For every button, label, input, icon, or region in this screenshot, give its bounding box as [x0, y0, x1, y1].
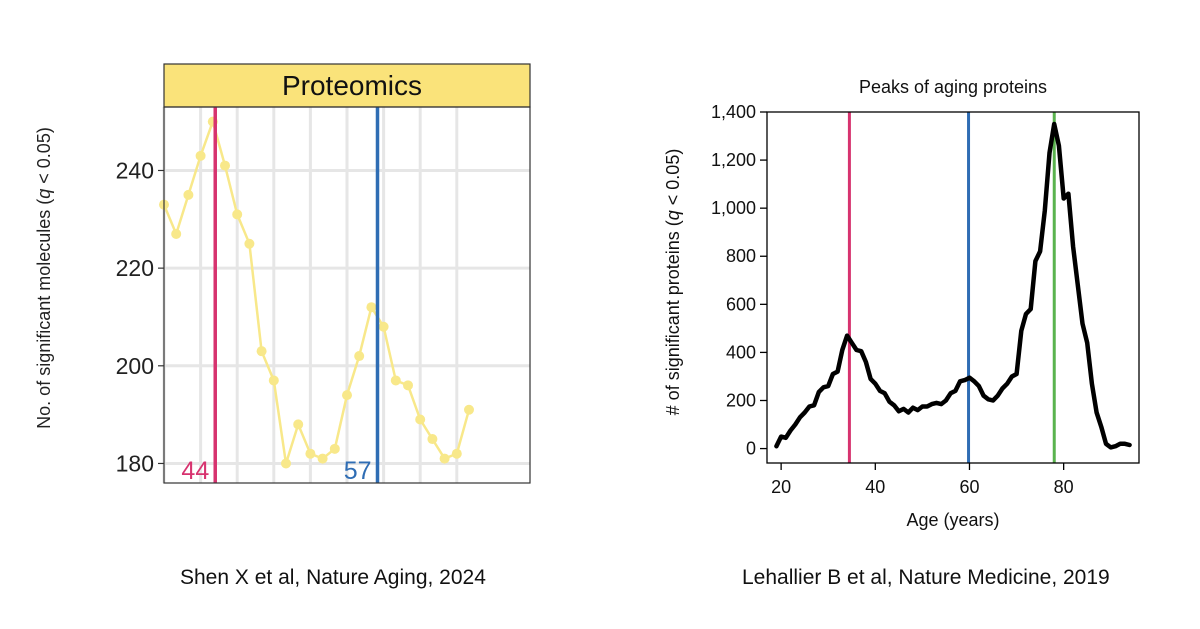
left-y-tick-label: 220: [116, 255, 154, 281]
left-plot-border: [163, 106, 531, 484]
left-data-point: [427, 434, 438, 445]
left-data-point: [171, 228, 182, 239]
left-data-point: [232, 209, 243, 220]
right-y-tick-label: 400: [726, 342, 756, 362]
left-caption: Shen X et al, Nature Aging, 2024: [180, 566, 486, 589]
right-x-tick-label: 60: [959, 477, 979, 497]
right-x-axis-label: Age (years): [906, 510, 999, 530]
left-data-point: [305, 448, 316, 459]
left-marker-label: 44: [181, 457, 209, 485]
left-y-tick-label: 200: [116, 353, 154, 379]
left-data-point: [366, 302, 377, 313]
right-marker-lines: [847, 112, 1056, 463]
right-x-tick-label: 20: [771, 477, 791, 497]
left-data-point: [281, 458, 291, 469]
left-data-point: [268, 375, 279, 386]
right-chart: Peaks of aging proteins 0 200 400 600 800 1,0…: [663, 77, 1140, 530]
right-axes: 0 200 400 600 800 1,000 1,200 1,400 20 40 60 80: [711, 102, 1140, 497]
left-data-point: [329, 443, 340, 454]
left-data-point: [403, 380, 413, 391]
left-marker-label: 57: [344, 457, 372, 485]
left-data-point: [439, 453, 450, 464]
left-data-point: [293, 419, 304, 430]
left-data-point: [256, 346, 267, 357]
right-y-tick-label: 1,200: [711, 150, 756, 170]
left-data-point: [390, 375, 401, 386]
right-y-tick-label: 800: [726, 246, 756, 266]
left-data-point: [195, 150, 206, 161]
left-data-point: [378, 321, 389, 332]
right-y-tick-label: 200: [726, 390, 756, 410]
right-y-tick-label: 0: [746, 439, 756, 459]
right-y-tick-label: 1,400: [711, 102, 756, 122]
right-caption: Lehallier B et al, Nature Medicine, 2019: [742, 566, 1110, 589]
right-plot-border: [766, 111, 1140, 464]
left-data-point: [354, 351, 365, 362]
left-data-point: [415, 414, 426, 425]
left-data-point: [244, 238, 255, 249]
left-y-axis-label: No. of significant molecules (q < 0.05): [34, 127, 54, 429]
left-marker-lines: 44 57: [181, 107, 380, 485]
left-chart-title: Proteomics: [282, 70, 422, 101]
left-y-tick-label: 240: [116, 157, 154, 183]
left-data-point: [317, 453, 328, 464]
right-y-tick-label: 600: [726, 294, 756, 314]
left-y-tick-label: 180: [116, 450, 154, 476]
right-x-tick-label: 80: [1054, 477, 1074, 497]
right-chart-title: Peaks of aging proteins: [859, 77, 1047, 97]
right-marks: [774, 121, 1132, 450]
left-chart: Proteomics 44 57 180 200 220 240 No. of sign…: [34, 63, 531, 485]
left-data-point: [464, 404, 474, 415]
left-data-point: [183, 189, 194, 200]
left-gridlines: [162, 107, 530, 483]
left-data-point: [342, 390, 352, 401]
left-y-axis: 180 200 220 240: [116, 157, 164, 476]
left-data-point: [451, 448, 462, 459]
right-y-axis-label: # of significant proteins (q < 0.05): [663, 149, 683, 416]
right-series-line: [774, 121, 1132, 450]
left-data-point: [220, 160, 230, 171]
right-x-tick-label: 40: [865, 477, 885, 497]
right-y-tick-label: 1,000: [711, 198, 756, 218]
